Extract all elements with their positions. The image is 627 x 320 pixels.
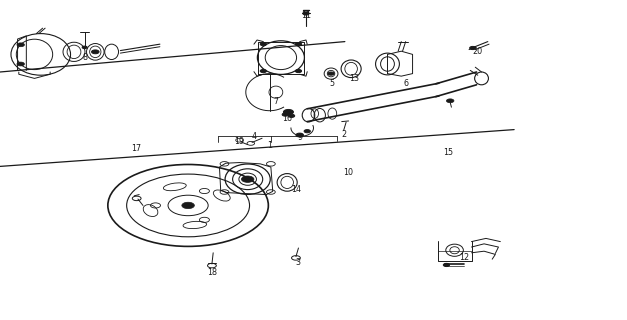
- Text: 7: 7: [273, 97, 278, 106]
- Text: 6: 6: [404, 79, 409, 88]
- Text: 10: 10: [343, 168, 353, 177]
- Circle shape: [182, 202, 194, 209]
- Text: 14: 14: [291, 185, 301, 194]
- Circle shape: [328, 72, 334, 75]
- Text: 19: 19: [234, 137, 245, 146]
- Circle shape: [260, 43, 266, 46]
- Text: 2: 2: [341, 130, 346, 139]
- Circle shape: [260, 69, 266, 73]
- Circle shape: [295, 69, 302, 73]
- Text: 3: 3: [295, 258, 300, 267]
- Circle shape: [288, 114, 295, 117]
- Text: 5: 5: [330, 79, 335, 88]
- Text: 15: 15: [443, 148, 453, 157]
- Circle shape: [296, 133, 303, 137]
- Text: 18: 18: [207, 268, 217, 277]
- Text: 4: 4: [251, 132, 256, 141]
- Circle shape: [17, 43, 24, 47]
- Text: 12: 12: [459, 253, 469, 262]
- Circle shape: [283, 109, 293, 115]
- Text: 13: 13: [349, 74, 359, 83]
- Circle shape: [282, 113, 288, 116]
- Text: 11: 11: [301, 11, 311, 20]
- Circle shape: [17, 62, 24, 66]
- Text: 20: 20: [473, 47, 483, 56]
- Circle shape: [295, 43, 302, 46]
- Text: 16: 16: [282, 114, 292, 123]
- Circle shape: [304, 130, 310, 133]
- Circle shape: [446, 99, 454, 103]
- Text: 9: 9: [297, 133, 302, 142]
- Circle shape: [470, 46, 476, 50]
- Circle shape: [443, 263, 450, 267]
- Circle shape: [82, 46, 87, 49]
- Circle shape: [303, 12, 309, 15]
- Text: 17: 17: [132, 144, 142, 153]
- Circle shape: [241, 176, 254, 182]
- Text: 1: 1: [267, 141, 272, 150]
- Circle shape: [92, 50, 99, 54]
- Text: 8: 8: [82, 53, 87, 62]
